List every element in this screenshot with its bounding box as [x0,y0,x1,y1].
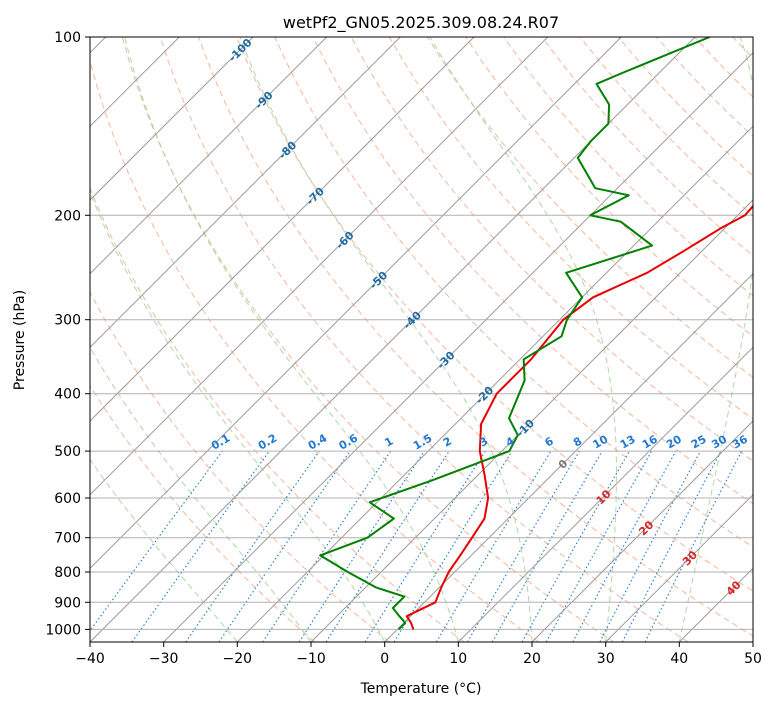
isotherm-line [163,51,753,642]
isotherm-line [531,420,753,642]
dry-adiabat-line [350,37,753,462]
mixing-ratio-line [521,450,630,642]
y-tick-label: 1000 [45,622,81,638]
mixing-ratio-line [298,450,425,642]
dry-adiabat-line [388,37,753,420]
moist-adiabat-line [678,37,753,642]
x-tick-label: 20 [523,651,541,667]
y-tick-label: 300 [54,313,81,329]
moist-adiabat-line [124,37,459,642]
mixing-ratio-line [90,450,223,632]
y-tick-label: 500 [54,444,81,460]
x-axis-title: Temperature (°C) [360,681,482,697]
plot-frame [89,36,754,643]
x-tick-label: 40 [670,651,688,667]
mixing-ratio-line [572,450,677,642]
dry-adiabat-line [503,37,753,297]
mixing-ratio-line [218,450,351,642]
chart-title: wetPf2_GN05.2025.309.08.24.R07 [283,13,559,33]
x-tick-label: −40 [75,651,105,667]
dry-adiabat-line [236,37,753,592]
isotherm-line [90,37,401,349]
moist-adiabat-line [90,190,386,642]
isotherm-line [236,125,753,642]
x-tick-label: 0 [380,651,389,667]
moist-adiabat-line [90,458,238,642]
moist-adiabat-line [429,37,617,642]
y-tick-label: 100 [54,30,81,46]
y-tick-label: 900 [54,595,81,611]
x-tick-label: 50 [744,651,762,667]
isotherms [90,37,753,642]
isotherm-line [90,37,254,201]
y-tick-label: 400 [54,387,81,403]
reference-lines [90,37,753,642]
mixing-ratio-line [262,450,392,642]
x-tick-label: 30 [597,651,615,667]
x-tick-label: −10 [296,651,326,667]
isotherm-line [90,37,328,275]
isotherm-line [310,199,753,642]
x-tick-label: −30 [149,651,179,667]
mixing-ratio-lines [90,450,743,642]
dry-adiabat-line [465,37,753,338]
dry-adiabat-line [90,291,390,642]
moist-adiabat-line [239,37,533,642]
dry-adiabat-line [426,37,753,378]
mixing-ratio-line [325,450,450,642]
y-tick-label: 700 [54,531,81,547]
isotherm-line [457,346,753,642]
dry-adiabat-line [312,37,753,505]
dry-adiabat-line [90,384,316,642]
x-tick-label: −20 [223,651,253,667]
isotherm-line [90,37,622,570]
dry-adiabat-line [274,37,753,548]
mixing-ratio-line [185,450,320,642]
dry-adiabats [90,37,753,642]
mixing-ratio-line [545,450,653,642]
isotherm-line [90,37,475,422]
plot-background [90,37,753,642]
dewpoint-profile-line [319,37,711,631]
isotherm-line [605,493,753,642]
isotherm-line [90,37,549,496]
y-tick-label: 200 [54,208,81,224]
y-axis: 1000 900 800 700 600 500 400 300 200 100 [45,30,90,638]
dry-adiabat-line [159,37,689,642]
x-tick-label: 10 [449,651,467,667]
profile-series [319,37,753,631]
isobars [90,37,753,630]
x-axis: −40 −30 −20 −10 0 10 20 30 40 50 [75,642,762,667]
dry-adiabat-line [90,186,465,642]
y-tick-label: 600 [54,491,81,507]
mixing-ratio-line [131,450,270,642]
isotherm-line [384,272,753,642]
mixing-ratio-line [644,450,743,642]
mixing-ratio-line [393,450,513,642]
temperature-profile-line [405,204,753,630]
y-tick-label: 800 [54,565,81,581]
y-axis-title: Pressure (hPa) [12,290,28,390]
dry-adiabat-line [90,59,540,642]
